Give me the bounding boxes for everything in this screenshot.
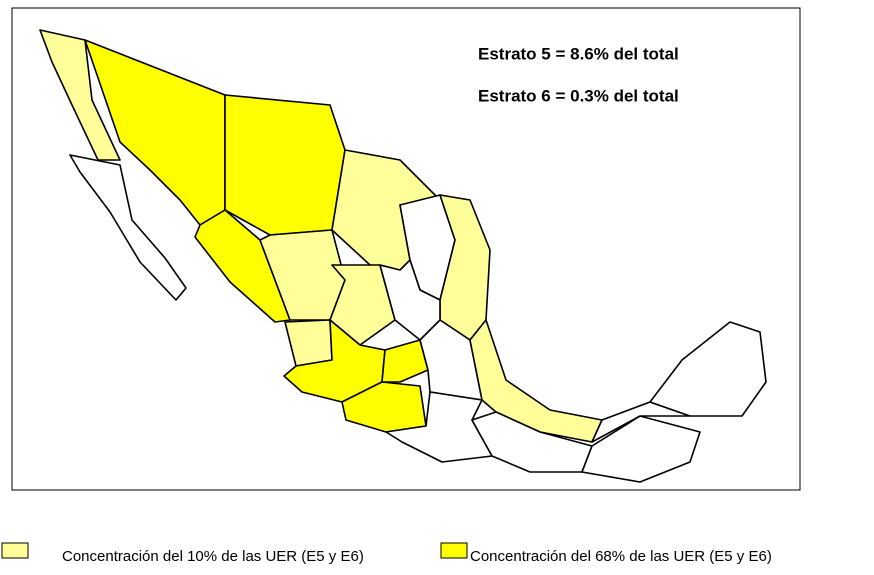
san-luis-potosi [379,259,441,341]
states [39,29,767,483]
legend-swatch [1,542,29,559]
chihuahua [224,94,346,236]
legend-label: Concentración del 10% de las UER (E5 y E… [62,548,364,565]
legend-swatch [440,542,468,559]
sinaloa [194,209,291,323]
guanajuato [381,339,429,383]
baja-california [39,29,121,161]
peninsula [649,321,767,417]
tabasco [591,401,691,443]
annotation: Estrato 6 = 0.3% del total [478,86,679,105]
annotation: Estrato 5 = 8.6% del total [478,44,679,63]
legend-label: Concentración del 68% de las UER (E5 y E… [470,548,772,565]
baja-california-sur [69,154,187,301]
